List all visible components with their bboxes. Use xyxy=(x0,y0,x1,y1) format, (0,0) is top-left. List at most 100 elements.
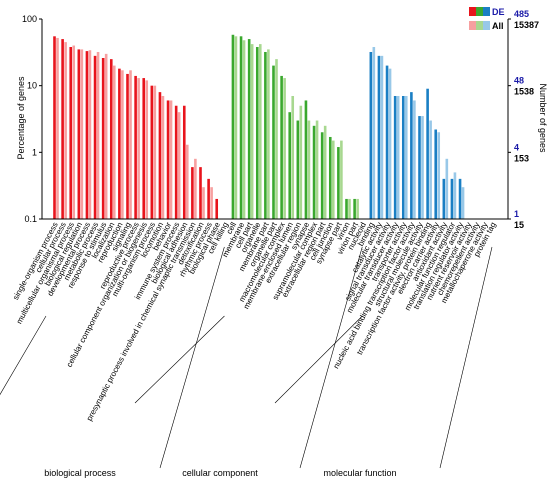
bar-de xyxy=(239,36,243,219)
bar-all xyxy=(121,70,124,219)
group-bracket-right xyxy=(159,246,225,469)
bar-all xyxy=(421,116,424,219)
legend-swatch-all-red xyxy=(469,21,476,30)
bar-de xyxy=(288,112,292,219)
y-tick-label-left: 10 xyxy=(27,81,37,91)
bar-all xyxy=(413,100,416,219)
bar-all xyxy=(202,187,205,219)
y-axis-right-title: Number of genes xyxy=(538,83,548,153)
bar-all xyxy=(356,198,359,219)
group-label: biological process xyxy=(44,468,116,478)
bar-all xyxy=(185,144,189,219)
bar-all xyxy=(96,51,100,219)
legend-swatch-all-blue xyxy=(483,21,490,30)
bar-de xyxy=(255,47,259,219)
bar-de xyxy=(93,55,97,219)
group-bracket-right xyxy=(439,246,493,469)
bar-de xyxy=(385,65,389,220)
bar-all xyxy=(153,85,157,220)
bar-de xyxy=(337,147,340,219)
bar-de xyxy=(231,34,235,219)
legend-swatch-all-green xyxy=(476,21,483,30)
bar-all xyxy=(372,47,376,219)
bar-de xyxy=(450,178,454,219)
bar-all xyxy=(380,55,384,219)
bar-de xyxy=(345,198,348,219)
bar-all xyxy=(80,49,84,219)
bar-de xyxy=(77,49,81,219)
legend-swatch-de-red xyxy=(469,7,476,16)
bar-de xyxy=(426,88,429,219)
bar-all xyxy=(112,65,116,220)
bar-de xyxy=(215,198,219,219)
y-tick-label-right-all: 15 xyxy=(514,220,524,230)
bar-all xyxy=(315,120,319,219)
legend: DE All xyxy=(469,7,505,31)
bar-de xyxy=(458,178,462,219)
bar-de xyxy=(434,129,438,219)
bar-all xyxy=(291,95,295,219)
group-bracket-left xyxy=(0,315,47,396)
bar-all xyxy=(104,53,108,219)
bar-all xyxy=(210,187,213,219)
bar-all xyxy=(331,140,335,219)
bar-layer xyxy=(53,34,465,220)
bar-all xyxy=(461,187,465,219)
bar-all xyxy=(445,158,449,219)
y-tick-label-right-all: 15387 xyxy=(514,20,539,30)
bar-de xyxy=(166,100,170,219)
bar-all xyxy=(177,112,181,219)
bar-de xyxy=(369,51,373,219)
bar-de xyxy=(182,105,186,219)
group-bracket-left xyxy=(274,315,363,404)
bar-de xyxy=(207,178,210,219)
bar-de xyxy=(53,36,56,219)
bar-de xyxy=(150,85,154,220)
bar-all xyxy=(258,44,262,219)
y-tick-label-left: 1 xyxy=(32,147,37,157)
bar-de xyxy=(158,92,162,219)
bar-all xyxy=(234,36,238,219)
y-tick-label-left: 0.1 xyxy=(24,214,37,224)
legend-swatch-de-blue xyxy=(483,7,490,16)
bar-all xyxy=(194,158,197,219)
bar-all xyxy=(437,132,441,219)
bar-de xyxy=(174,105,178,219)
bar-all xyxy=(453,172,457,219)
bar-de xyxy=(101,58,105,220)
bar-de xyxy=(85,51,89,219)
group-bracket-right xyxy=(299,246,363,469)
y-tick-label-right-de: 485 xyxy=(514,9,529,19)
bar-all xyxy=(145,80,149,220)
bar-all xyxy=(267,49,270,219)
y-tick-label-right-de: 1 xyxy=(514,209,519,219)
bar-de xyxy=(199,167,202,219)
group-label: cellular component xyxy=(182,468,258,478)
group-bracket-left xyxy=(134,315,225,404)
bar-de xyxy=(118,68,121,219)
y-tick-label-right-de: 4 xyxy=(514,142,519,152)
bar-de xyxy=(296,120,300,219)
bar-de xyxy=(272,65,275,220)
bar-all xyxy=(169,100,173,219)
bar-all xyxy=(340,140,343,219)
bar-all xyxy=(299,105,303,219)
bar-all xyxy=(250,44,254,219)
bar-all xyxy=(275,59,278,220)
bar-de xyxy=(442,178,446,219)
group-brackets: biological process cellular component mole… xyxy=(0,246,493,478)
bar-de xyxy=(377,55,381,219)
bar-de xyxy=(69,47,73,219)
bar-all xyxy=(388,68,392,219)
y-axis-left-title: Percentage of genes xyxy=(16,76,26,160)
bar-all xyxy=(348,198,351,219)
bar-de xyxy=(393,95,397,219)
bar-all xyxy=(137,78,140,220)
bar-all xyxy=(307,120,311,219)
bar-all xyxy=(64,42,67,219)
bar-de xyxy=(353,198,356,219)
legend-label-all: All xyxy=(492,21,504,31)
bar-de xyxy=(320,132,324,219)
